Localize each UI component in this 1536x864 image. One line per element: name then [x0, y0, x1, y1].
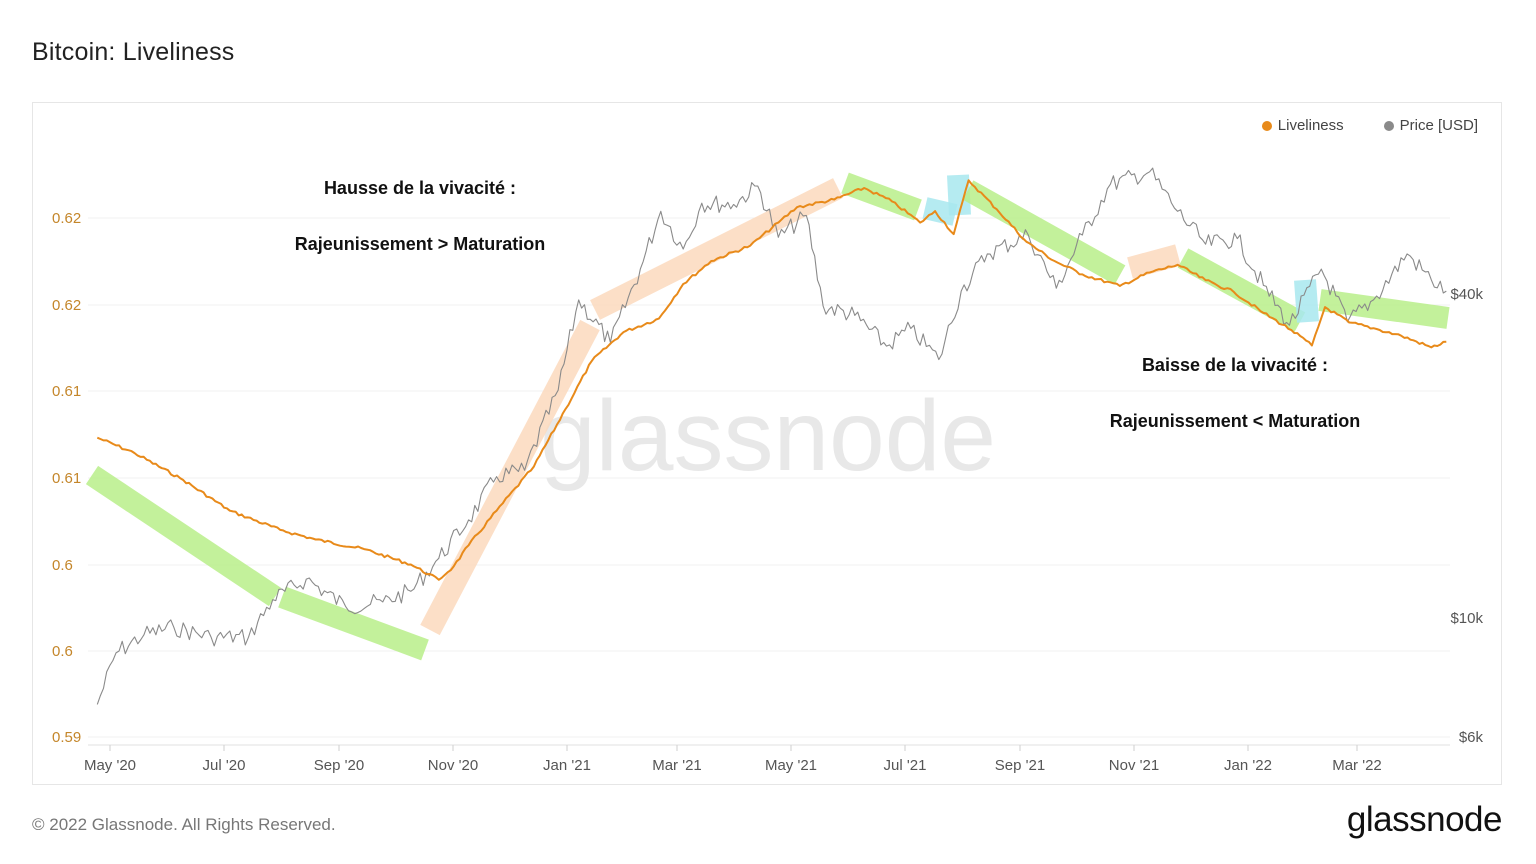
- trend-band-cyan: [1294, 279, 1319, 323]
- y-left-tick-label: 0.59: [52, 729, 81, 746]
- liveliness-line: [96, 179, 1447, 581]
- y-left-tick-label: 0.6: [52, 643, 73, 660]
- circle-icon: [1261, 120, 1272, 131]
- x-tick-label: Jul '21: [884, 757, 927, 774]
- trend-band-orange: [590, 178, 843, 320]
- y-left-tick-label: 0.61: [52, 383, 81, 400]
- annotation-up: Hausse de la vivacité : Rajeunissement >…: [270, 178, 570, 255]
- copyright: © 2022 Glassnode. All Rights Reserved.: [32, 815, 336, 834]
- trend-band-orange: [420, 319, 600, 636]
- x-tick-label: May '21: [765, 757, 817, 774]
- x-tick-label: Mar '21: [652, 757, 702, 774]
- x-tick-label: Sep '21: [995, 757, 1045, 774]
- trend-band-green: [1177, 248, 1306, 332]
- legend-label: Liveliness: [1277, 117, 1344, 134]
- annotation-up-text: Rajeunissement > Maturation: [294, 234, 546, 254]
- x-axis: May '20 Jul '20 Sep '20 Nov '20 Jan '21 Mar '…: [84, 744, 1450, 774]
- annotation-down-text: Rajeunissement < Maturation: [1109, 411, 1361, 431]
- annotation-up-title: Hausse de la vivacité :: [323, 178, 517, 198]
- legend-label: Price [USD]: [1399, 117, 1478, 134]
- price-series: [96, 167, 1447, 705]
- x-tick-label: Jul '20: [203, 757, 246, 774]
- trend-band-green: [962, 180, 1126, 285]
- x-tick-label: Sep '20: [314, 757, 364, 774]
- y-axis-right: $6k $10k $40k: [1450, 286, 1483, 746]
- trend-band-green: [278, 586, 429, 661]
- annotation-down: Baisse de la vivacité : Rajeunissement <…: [1085, 355, 1385, 432]
- grid: [88, 217, 1450, 738]
- brand-logo: glassnode: [1346, 800, 1503, 839]
- x-tick-label: Nov '20: [428, 757, 478, 774]
- watermark: glassnode: [540, 380, 996, 492]
- legend-item-price[interactable]: Price [USD]: [1383, 117, 1478, 134]
- x-tick-label: Jan '21: [543, 757, 591, 774]
- y-left-tick-label: 0.62: [52, 210, 81, 227]
- chart-title: Bitcoin: Liveliness: [32, 38, 235, 66]
- legend-item-liveliness[interactable]: Liveliness: [1261, 117, 1344, 134]
- liveliness-series: [96, 179, 1447, 581]
- annotation-down-title: Baisse de la vivacité :: [1141, 355, 1329, 375]
- y-left-tick-label: 0.62: [52, 297, 81, 314]
- y-axis-left: 0.59 0.6 0.6 0.61 0.61 0.62 0.62: [52, 210, 81, 746]
- y-right-tick-label: $40k: [1450, 286, 1483, 303]
- x-tick-label: Nov '21: [1109, 757, 1159, 774]
- y-right-tick-label: $6k: [1459, 729, 1484, 746]
- circle-icon: [1383, 120, 1394, 131]
- y-left-tick-label: 0.61: [52, 470, 81, 487]
- trend-band-orange: [1127, 244, 1181, 279]
- x-tick-label: Jan '22: [1224, 757, 1272, 774]
- trend-bands: [85, 172, 1450, 661]
- chart-frame: [32, 102, 1502, 785]
- x-tick-label: Mar '22: [1332, 757, 1382, 774]
- legend: Liveliness Price [USD]: [1261, 117, 1478, 134]
- price-line: [96, 167, 1447, 705]
- trend-band-green: [85, 465, 282, 607]
- y-left-tick-label: 0.6: [52, 557, 73, 574]
- x-tick-label: May '20: [84, 757, 136, 774]
- y-right-tick-label: $10k: [1450, 610, 1483, 627]
